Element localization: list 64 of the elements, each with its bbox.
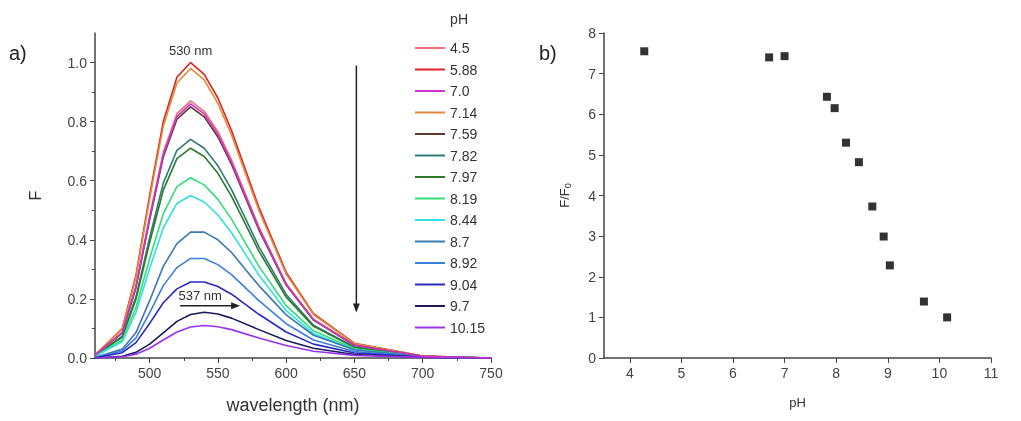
y-tick-label: 0.6 bbox=[67, 172, 88, 189]
y-tick-label: 0.2 bbox=[67, 290, 88, 307]
y-tick-label: 0.4 bbox=[67, 231, 88, 248]
legend-label: 9.04 bbox=[449, 276, 478, 293]
legend-label: 4.5 bbox=[449, 40, 470, 56]
x-tick-label: 6 bbox=[729, 365, 738, 381]
point bbox=[885, 261, 894, 270]
y-tick-label: 5 bbox=[588, 146, 597, 163]
x-tick-label: 600 bbox=[274, 365, 299, 381]
point bbox=[943, 313, 952, 322]
legend-label: 7.0 bbox=[449, 83, 470, 99]
point bbox=[830, 104, 839, 113]
point bbox=[868, 202, 877, 211]
legend-label: 10.15 bbox=[449, 319, 486, 336]
x-tick-label: 5 bbox=[677, 365, 686, 381]
legend-title: pH bbox=[450, 11, 469, 27]
point bbox=[919, 297, 928, 306]
x-tick-label: 700 bbox=[411, 365, 435, 381]
x-tick-label: 500 bbox=[137, 365, 162, 381]
legend-label: 7.59 bbox=[449, 126, 478, 142]
legend-label: 7.82 bbox=[449, 147, 478, 164]
y-tick-label: 0 bbox=[588, 350, 597, 366]
x-tick-label: 8 bbox=[832, 365, 841, 381]
y-tick-label: 0.8 bbox=[67, 113, 88, 130]
legend-label: 8.19 bbox=[449, 190, 478, 207]
legend-label: 7.97 bbox=[449, 169, 478, 185]
annotation: 530 nm bbox=[168, 42, 213, 58]
y-tick-label: 1.0 bbox=[67, 54, 88, 71]
y-axis-title: F bbox=[26, 190, 44, 201]
chart-title: b) bbox=[539, 42, 557, 64]
y-tick-label: 1 bbox=[588, 309, 597, 326]
x-tick-label: 10 bbox=[931, 365, 948, 381]
legend-label: 8.92 bbox=[449, 255, 478, 271]
point bbox=[640, 47, 649, 56]
legend-label: 8.7 bbox=[449, 233, 470, 250]
x-axis-title: wavelength (nm) bbox=[225, 395, 360, 415]
y-tick-label: 2 bbox=[588, 268, 597, 285]
point bbox=[854, 158, 863, 167]
y-tick-label: 0.0 bbox=[67, 350, 88, 366]
point bbox=[765, 53, 774, 62]
x-tick-label: 550 bbox=[206, 365, 230, 381]
x-tick-label: 750 bbox=[479, 365, 503, 381]
y-tick-label: 3 bbox=[588, 228, 597, 245]
legend-label: 7.14 bbox=[449, 104, 478, 121]
x-axis-title: pH bbox=[789, 395, 806, 410]
x-tick-label: 7 bbox=[780, 365, 789, 381]
x-tick-label: 11 bbox=[983, 365, 999, 381]
y-tick-label: 6 bbox=[588, 106, 597, 123]
legend-label: 8.44 bbox=[449, 212, 478, 228]
legend-label: 5.88 bbox=[449, 61, 478, 78]
x-tick-label: 9 bbox=[883, 365, 892, 381]
y-axis-title: F/F0 bbox=[557, 183, 573, 208]
text: a) bbox=[9, 42, 27, 64]
x-tick-label: 4 bbox=[625, 365, 634, 381]
point bbox=[780, 52, 789, 61]
annotation: 537 nm bbox=[178, 287, 222, 303]
y-tick-label: 7 bbox=[588, 65, 597, 82]
x-tick-label: 650 bbox=[342, 365, 367, 381]
y-tick-label: 4 bbox=[588, 187, 597, 204]
y-tick-label: 8 bbox=[588, 25, 597, 41]
point bbox=[879, 232, 888, 241]
legend-label: 9.7 bbox=[449, 298, 470, 314]
point bbox=[822, 92, 831, 101]
point bbox=[842, 138, 850, 147]
